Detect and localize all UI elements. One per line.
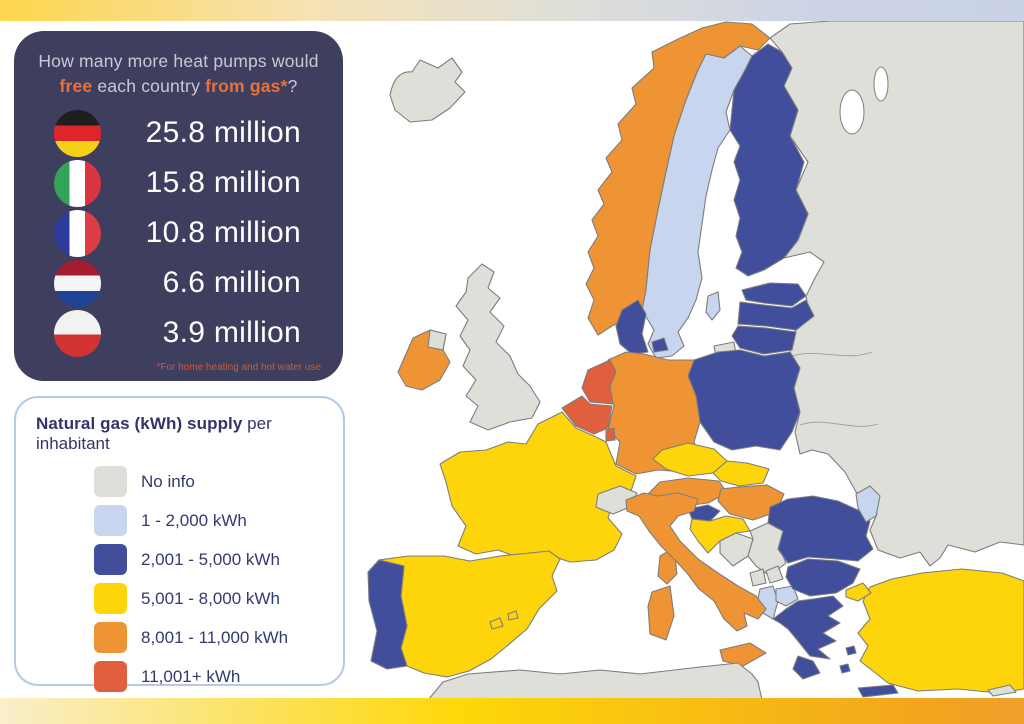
heat-pump-value: 3.9 million bbox=[162, 316, 301, 349]
map-country-turkey bbox=[857, 568, 1024, 694]
map-country-italy bbox=[625, 492, 767, 632]
legend-item-kwh_8001_11000: 8,001 - 11,000 kWh bbox=[94, 622, 343, 653]
legend-item-no_info: No info bbox=[94, 466, 343, 497]
map-country-romania bbox=[767, 495, 874, 564]
legend-title-bold: Natural gas (kWh) supply bbox=[36, 414, 243, 433]
heat-pump-panel: How many more heat pumps would free each… bbox=[14, 31, 343, 381]
gas-supply-legend: Natural gas (kWh) supply per inhabitant … bbox=[14, 396, 345, 692]
legend-title: Natural gas (kWh) supply per inhabitant bbox=[36, 414, 343, 454]
map-lake-ladoga bbox=[839, 89, 865, 135]
map-country-kosovo bbox=[765, 565, 784, 584]
heat-pump-value: 6.6 million bbox=[162, 266, 301, 299]
map-country-cyprus bbox=[987, 684, 1017, 697]
legend-label: 11,001+ kWh bbox=[141, 666, 241, 686]
map-inner-border-belarus-ukraine bbox=[799, 421, 879, 427]
germany-flag-icon bbox=[54, 109, 101, 157]
map-country-northern-ireland bbox=[427, 329, 447, 351]
map-country-iceland bbox=[389, 57, 466, 123]
france-flag-icon bbox=[54, 209, 101, 257]
heat-pump-footnote: *For home heating and hot water use bbox=[156, 362, 321, 373]
map-country-north-africa bbox=[427, 662, 763, 701]
title-line1: How many more heat pumps would bbox=[38, 51, 319, 71]
legend-swatch-no_info bbox=[94, 466, 127, 497]
map-country-poland bbox=[687, 349, 801, 451]
map-country-belgium bbox=[561, 395, 613, 435]
map-country-denmark-islands bbox=[651, 337, 669, 353]
heat-pump-row-poland: 3.9 million bbox=[54, 308, 313, 358]
poland-flag-icon bbox=[54, 309, 101, 357]
legend-swatch-kwh_2001_5000 bbox=[94, 544, 127, 575]
map-country-denmark bbox=[615, 299, 649, 355]
legend-swatch-kwh_5001_8000 bbox=[94, 583, 127, 614]
legend-label: 5,001 - 8,000 kWh bbox=[141, 588, 280, 608]
heat-pump-value: 15.8 million bbox=[145, 166, 301, 199]
map-country-finland bbox=[729, 43, 809, 277]
legend-title-rest: per inhabitant bbox=[36, 414, 272, 453]
map-country-lithuania bbox=[731, 325, 797, 355]
map-country-balearic-1 bbox=[489, 617, 504, 630]
map-country-spain bbox=[378, 550, 561, 678]
heat-pump-country-list: 25.8 million 15.8 million 10.8 million 6.6 … bbox=[14, 108, 343, 358]
legend-item-kwh_5001_8000: 5,001 - 8,000 kWh bbox=[94, 583, 343, 614]
map-country-slovenia bbox=[687, 504, 721, 522]
frame-bottom-gradient-bar bbox=[0, 698, 1024, 724]
heat-pump-value: 10.8 million bbox=[145, 216, 301, 249]
italy-flag-icon bbox=[54, 159, 101, 207]
legend-swatch-kwh_11001_plus bbox=[94, 661, 127, 692]
legend-swatch-kwh_1_2000 bbox=[94, 505, 127, 536]
legend-label: 1 - 2,000 kWh bbox=[141, 510, 247, 530]
legend-label: No info bbox=[141, 471, 195, 491]
title-accent-from-gas: from gas* bbox=[205, 75, 288, 96]
map-country-peloponnese bbox=[792, 655, 821, 680]
frame-top-gradient-bar bbox=[0, 0, 1024, 21]
heat-pump-row-italy: 15.8 million bbox=[54, 158, 313, 208]
map-country-portugal bbox=[367, 559, 408, 670]
map-country-balearic-2 bbox=[507, 610, 519, 621]
map-country-greece bbox=[772, 595, 844, 660]
heat-pump-panel-title: How many more heat pumps would free each… bbox=[14, 49, 343, 98]
map-countries bbox=[367, 20, 1024, 701]
map-country-russia-belarus-ukraine bbox=[769, 20, 1024, 567]
legend-item-kwh_11001_plus: 11,001+ kWh bbox=[94, 661, 343, 692]
map-inner-border-russia-belarus bbox=[791, 351, 873, 357]
legend-items: No info 1 - 2,000 kWh 2,001 - 5,000 kWh 5,0… bbox=[36, 466, 343, 692]
map-country-slovakia bbox=[712, 460, 770, 487]
map-country-netherlands bbox=[581, 359, 617, 405]
map-country-latvia bbox=[737, 299, 815, 331]
netherlands-flag-icon bbox=[54, 259, 101, 307]
heat-pump-row-france: 10.8 million bbox=[54, 208, 313, 258]
heat-pump-value: 25.8 million bbox=[145, 116, 301, 149]
legend-label: 2,001 - 5,000 kWh bbox=[141, 549, 280, 569]
map-country-bulgaria bbox=[785, 558, 861, 597]
map-country-luxembourg bbox=[605, 427, 616, 442]
map-country-gotland bbox=[705, 291, 721, 321]
map-country-sardinia bbox=[647, 585, 675, 641]
map-country-bosnia bbox=[719, 532, 754, 567]
title-tail: ? bbox=[287, 75, 298, 96]
map-country-estonia bbox=[741, 282, 807, 307]
map-country-aegean-2 bbox=[839, 663, 851, 674]
legend-item-kwh_2001_5000: 2,001 - 5,000 kWh bbox=[94, 544, 343, 575]
map-country-north-macedonia bbox=[775, 585, 799, 607]
heat-pump-row-germany: 25.8 million bbox=[54, 108, 313, 158]
map-country-turkey-european bbox=[845, 582, 872, 602]
heat-pump-row-netherlands: 6.6 million bbox=[54, 258, 313, 308]
map-country-aegean-1 bbox=[845, 645, 857, 656]
legend-swatch-kwh_8001_11000 bbox=[94, 622, 127, 653]
title-mid: each country bbox=[92, 75, 206, 96]
map-country-crete bbox=[857, 684, 899, 698]
legend-label: 8,001 - 11,000 kWh bbox=[141, 627, 289, 647]
map-lake-onega bbox=[873, 66, 889, 102]
map-country-montenegro bbox=[749, 568, 767, 587]
map-country-moldova bbox=[855, 485, 881, 523]
title-accent-free: free bbox=[59, 75, 93, 96]
map-country-sicily bbox=[719, 642, 767, 667]
map-country-united-kingdom bbox=[455, 263, 541, 431]
legend-item-kwh_1_2000: 1 - 2,000 kWh bbox=[94, 505, 343, 536]
